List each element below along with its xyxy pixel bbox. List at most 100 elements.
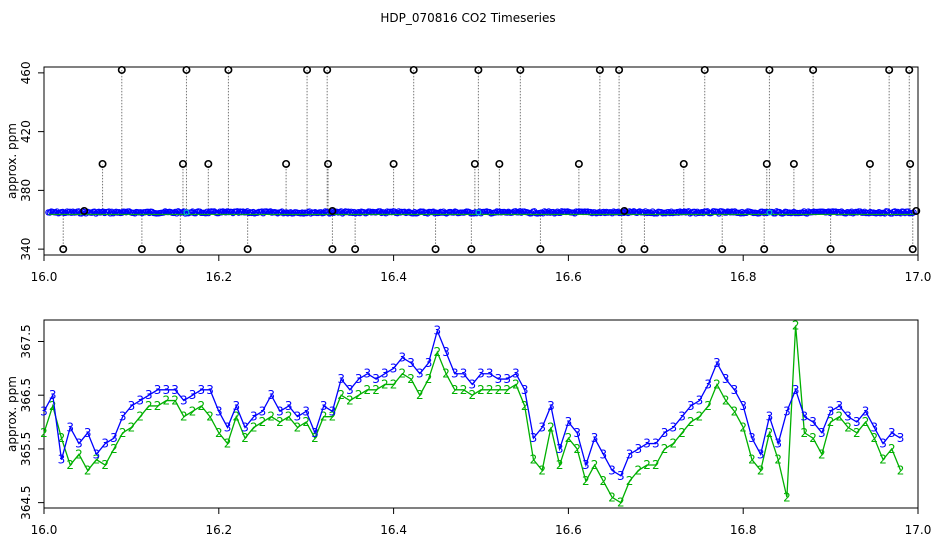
series-2-marker: 2 <box>416 388 424 402</box>
series-2-marker: 2 <box>180 410 188 424</box>
bottom-y-tick-label-0: 364.5 <box>19 485 33 519</box>
top-baseline-point <box>320 209 327 217</box>
series-2-marker: 2 <box>792 318 800 332</box>
series-2-marker: 2 <box>538 463 546 477</box>
top-baseline-point <box>492 209 499 216</box>
top-low-outlier-point <box>176 245 185 254</box>
top-low-outlier-point <box>640 245 649 254</box>
series-3-marker: 3 <box>171 383 179 397</box>
series-3-marker: 3 <box>783 404 791 418</box>
series-3-marker: 3 <box>844 410 852 424</box>
top-baseline-point <box>394 210 401 217</box>
top-high-outlier-point <box>117 65 126 74</box>
series-2-marker: 2 <box>757 463 765 477</box>
series-3-marker: 3 <box>93 447 101 461</box>
top-baseline-point <box>131 210 139 217</box>
series-3-marker: 3 <box>468 377 476 391</box>
top-baseline-point <box>107 210 114 217</box>
top-baseline-point <box>730 209 737 216</box>
top-baseline-point <box>438 209 446 216</box>
series-2-marker: 2 <box>687 415 695 429</box>
top-baseline-point <box>557 209 564 217</box>
series-3-marker: 3 <box>538 420 546 434</box>
series-2-marker: 2 <box>75 447 83 461</box>
series-2-marker: 2 <box>381 377 389 391</box>
series-2-marker: 2 <box>294 420 302 434</box>
series-2-marker: 2 <box>49 399 57 413</box>
series-3-marker: 3 <box>241 420 249 434</box>
top-baseline-point <box>327 209 335 216</box>
bottom-x-tick-label-4: 16.8 <box>730 523 757 537</box>
series-3-marker: 3 <box>381 367 389 381</box>
series-3-marker: 3 <box>407 356 415 370</box>
top-baseline-point <box>860 209 867 216</box>
top-low-outlier-point <box>908 245 917 254</box>
series-3-marker: 3 <box>888 426 896 440</box>
series-3-marker: 3 <box>154 383 162 397</box>
series-2-marker: 2 <box>634 463 642 477</box>
top-high-outlier-point <box>615 65 624 74</box>
series-2-marker: 2 <box>591 458 599 472</box>
series-2-marker: 2 <box>827 415 835 429</box>
top-baseline-point <box>743 209 750 217</box>
top-baseline-point <box>601 209 609 217</box>
series-3-marker: 3 <box>809 415 817 429</box>
series-2-marker: 2 <box>58 431 66 445</box>
series-3-marker: 3 <box>792 383 800 397</box>
top-baseline-point <box>46 209 53 216</box>
series-2-marker: 2 <box>547 420 555 434</box>
series-2-marker: 2 <box>512 377 520 391</box>
top-baseline-marker <box>80 206 89 215</box>
series-3-marker: 3 <box>573 426 581 440</box>
series-3-marker: 3 <box>827 404 835 418</box>
series-3-marker: 3 <box>390 361 398 375</box>
top-mid-outlier-point <box>98 159 107 168</box>
top-baseline-point <box>340 209 348 216</box>
series-3-marker: 3 <box>259 404 267 418</box>
series-2-marker: 2 <box>433 345 441 359</box>
series-3-marker: 3 <box>180 394 188 408</box>
series-3-marker: 3 <box>739 399 747 413</box>
series-2-marker: 2 <box>818 447 826 461</box>
bottom-y-tick-label-1: 365.5 <box>19 432 33 466</box>
top-baseline-point <box>675 209 682 216</box>
bottom-y-axis: 364.5 365.5 366.5 367.5 <box>19 324 44 520</box>
series-3-marker: 3 <box>128 399 136 413</box>
series-2-marker: 2 <box>276 415 284 429</box>
top-mid-outlier-point <box>495 159 504 168</box>
top-y-tick-label-3: 460 <box>19 61 33 84</box>
series-2-marker: 2 <box>713 377 721 391</box>
top-baseline-point <box>68 209 75 216</box>
series-3-marker: 3 <box>425 356 433 370</box>
series-2-marker: 2 <box>320 410 328 424</box>
series-3-marker: 3 <box>582 458 590 472</box>
series-3-marker: 3 <box>49 388 57 402</box>
series-2-marker: 2 <box>600 474 608 488</box>
top-y-axis: 340 380 420 460 <box>19 61 44 261</box>
series-2-marker: 2 <box>783 490 791 504</box>
bottom-x-tick-label-2: 16.4 <box>380 523 407 537</box>
series-3-marker: 3 <box>66 420 74 434</box>
series-2-marker: 2 <box>801 426 809 440</box>
bottom-plot-frame <box>43 319 919 509</box>
series-3-marker: 3 <box>311 426 319 440</box>
bottom-y-tick-label-3: 367.5 <box>19 324 33 358</box>
series-3-marker: 3 <box>346 383 354 397</box>
top-verticals-layer <box>62 69 914 250</box>
series-3-marker: 3 <box>250 410 258 424</box>
top-baseline-point <box>666 209 674 217</box>
series-2-marker: 2 <box>302 415 310 429</box>
series-3-marker: 3 <box>678 410 686 424</box>
series-3-marker: 3 <box>110 431 118 445</box>
series-3-marker: 3 <box>836 399 844 413</box>
series-3-marker: 3 <box>189 388 197 402</box>
top-baseline-point <box>893 209 900 217</box>
series-3-marker: 3 <box>661 426 669 440</box>
series-3-marker: 3 <box>136 394 144 408</box>
series-3-marker: 3 <box>460 367 468 381</box>
series-3-marker: 3 <box>897 431 905 445</box>
series-3-marker: 3 <box>442 345 450 359</box>
top-mid-outlier-point <box>178 159 187 168</box>
series-2-marker: 2 <box>241 431 249 445</box>
